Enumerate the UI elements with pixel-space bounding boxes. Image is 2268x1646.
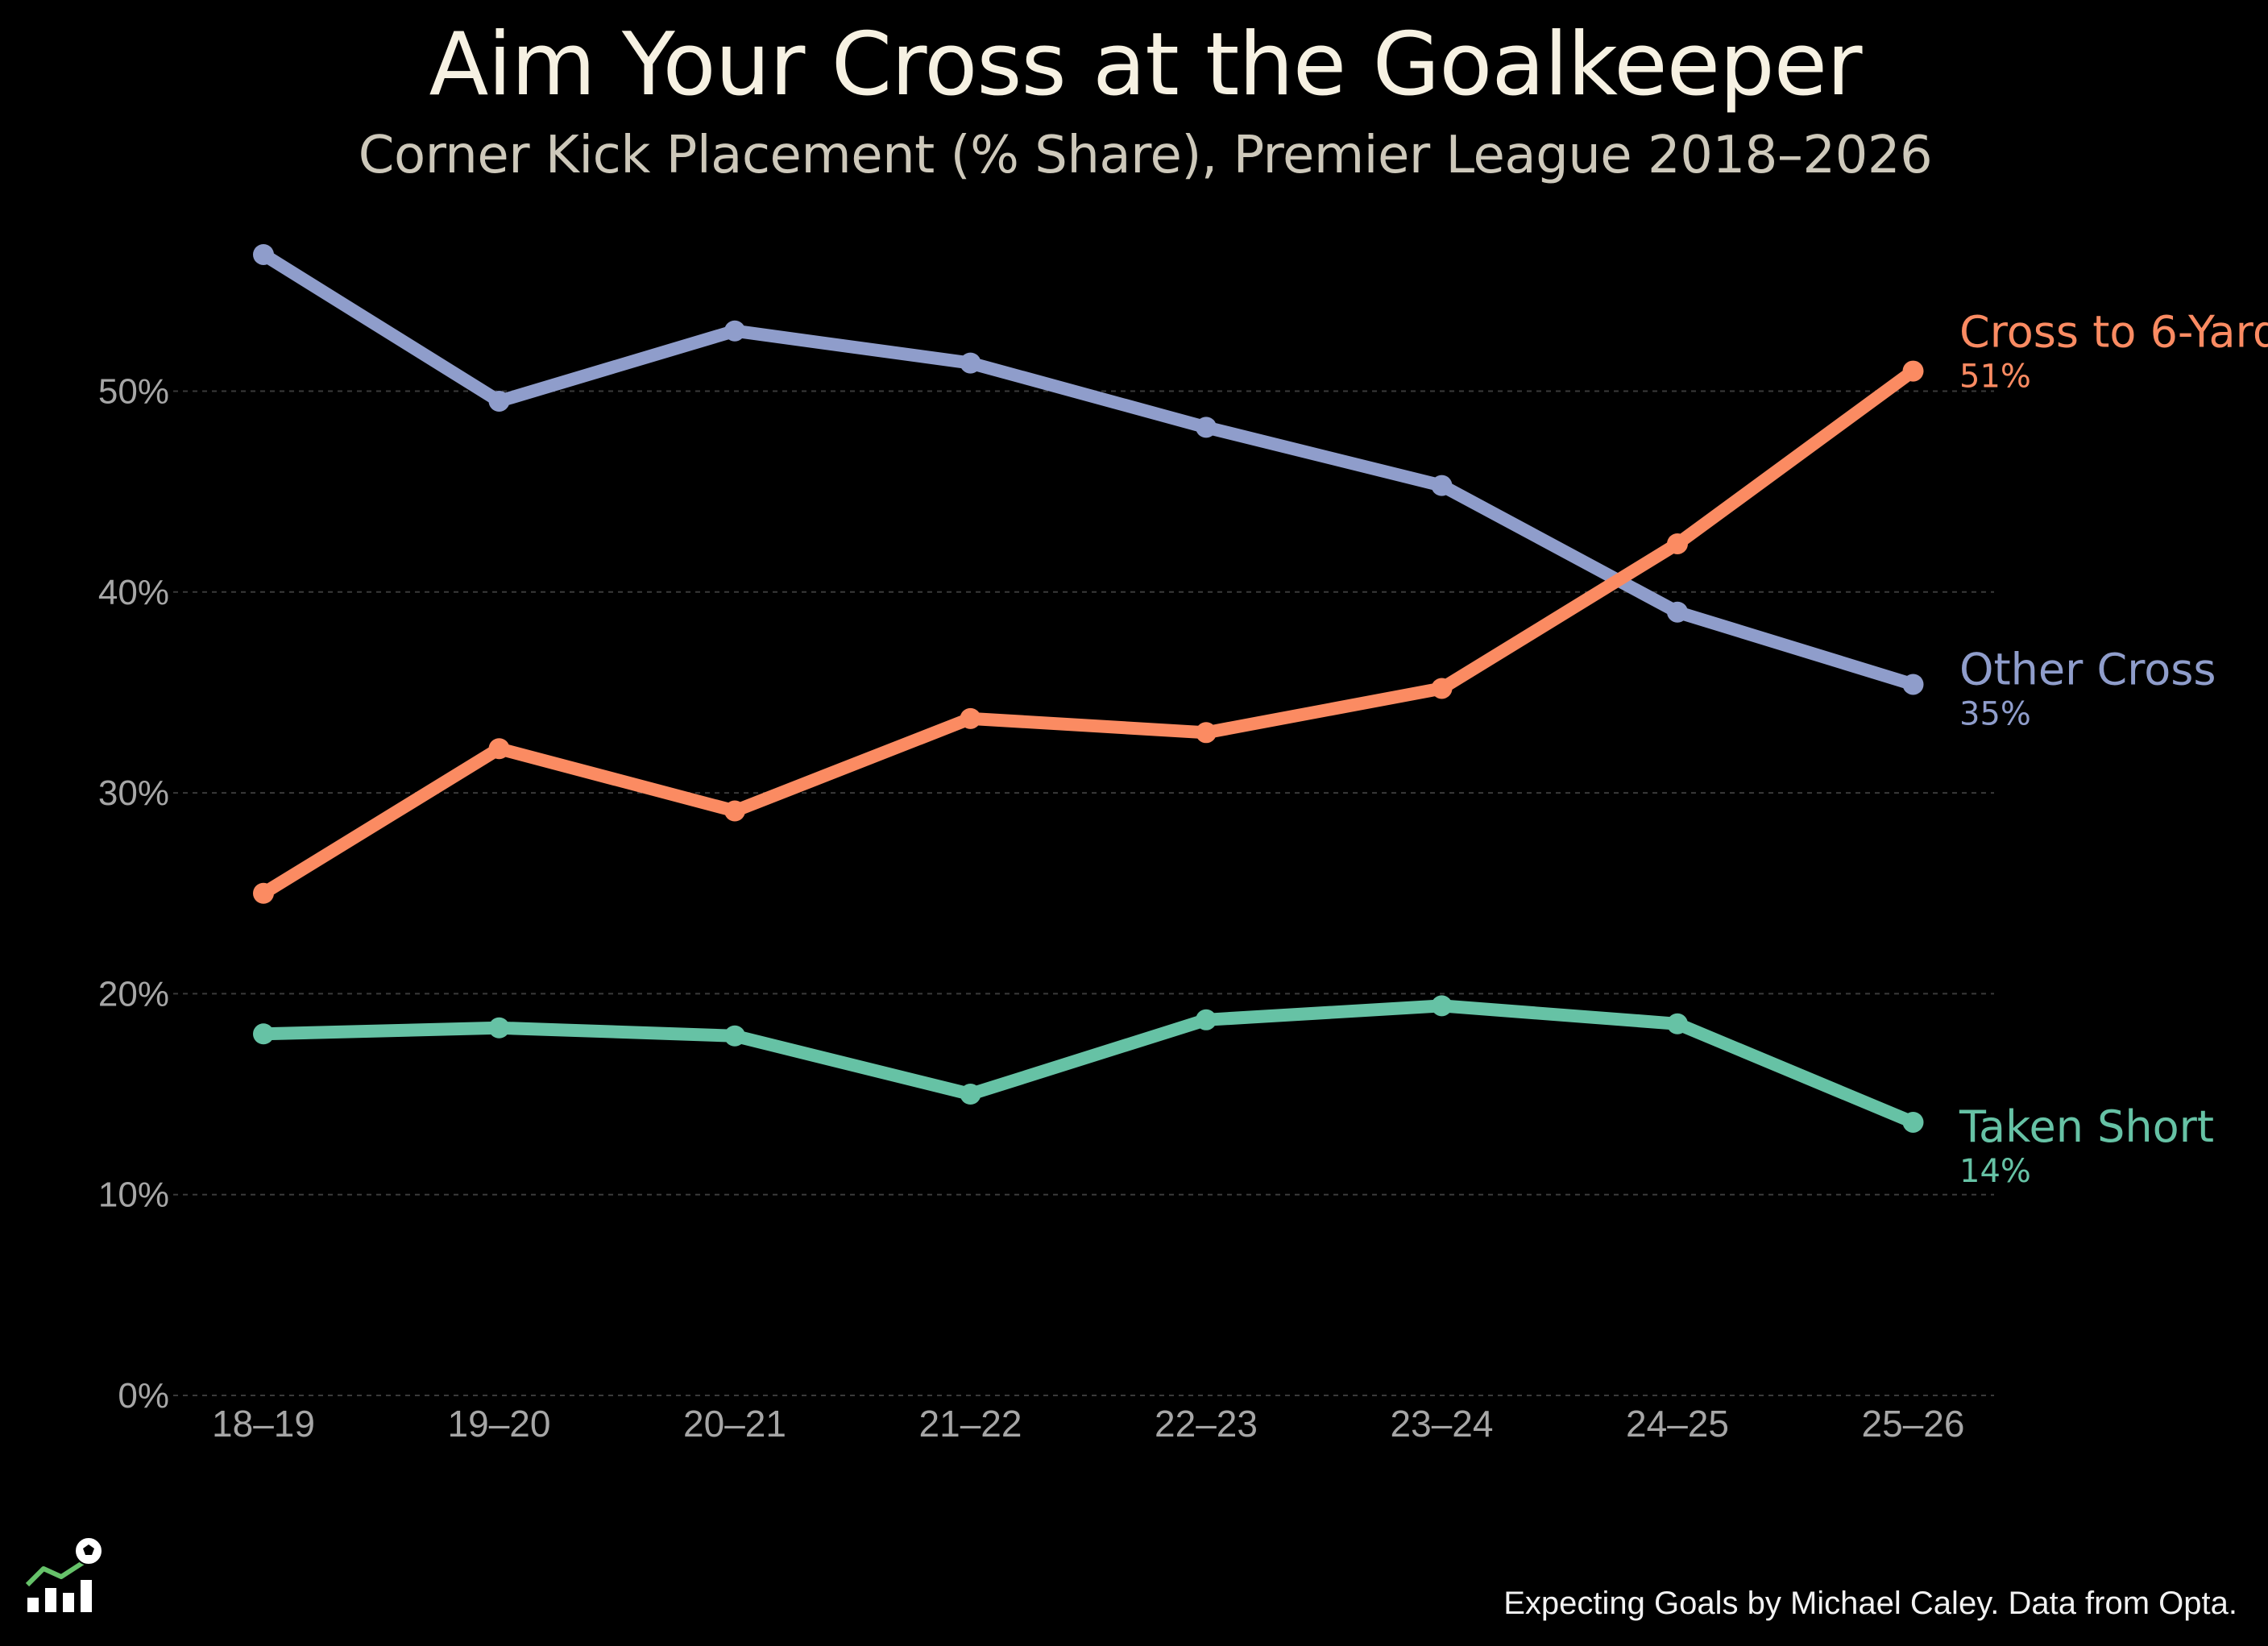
series-line [257, 364, 1920, 900]
data-point [253, 882, 274, 904]
data-point [724, 1025, 745, 1047]
data-point [1196, 1009, 1217, 1030]
data-point [960, 1084, 981, 1105]
data-point [253, 1023, 274, 1045]
x-tick-label: 19–20 [448, 1403, 551, 1445]
y-tick-label: 50% [98, 372, 169, 412]
data-point [1196, 417, 1217, 438]
x-tick-label: 25–26 [1862, 1403, 1965, 1445]
data-point [1431, 995, 1453, 1017]
grid-lines [173, 390, 1994, 1396]
series-value-label: 14% [1959, 1153, 2031, 1190]
x-tick-label: 20–21 [683, 1403, 786, 1445]
series-name-label: Other Cross [1959, 644, 2216, 694]
series-line [257, 247, 1920, 691]
x-tick-label: 18–19 [212, 1403, 315, 1445]
data-point [1902, 674, 1924, 695]
series-name-label: Cross to 6-Yard [1959, 307, 2268, 358]
chart-subtitle: Corner Kick Placement (% Share), Premier… [358, 126, 1933, 185]
x-tick-label: 24–25 [1626, 1403, 1729, 1445]
data-point [1431, 475, 1453, 496]
data-point [1196, 722, 1217, 744]
data-point [960, 352, 981, 374]
y-tick-label: 30% [98, 773, 169, 813]
data-point [1902, 360, 1924, 382]
source-credit: Expecting Goals by Michael Caley. Data f… [1503, 1586, 2237, 1621]
x-tick-label: 22–23 [1155, 1403, 1258, 1445]
y-tick-label: 40% [98, 573, 169, 612]
data-point [724, 800, 745, 822]
chart-title: Aim Your Cross at the Goalkeeper [429, 15, 1862, 115]
data-point [724, 320, 745, 342]
data-point [960, 707, 981, 729]
data-point [1667, 601, 1688, 623]
data-point [488, 390, 510, 412]
x-axis: 18–19 19–20 20–21 21–22 22–23 23–24 24–25 25–26 [212, 1403, 1964, 1445]
y-axis: 0% 10% 20% 30% 40% 50% [98, 372, 169, 1416]
series-lines [253, 243, 1924, 1133]
data-point [1902, 1111, 1924, 1133]
data-point [488, 738, 510, 760]
series-line [257, 999, 1920, 1129]
chart-growth-logo-icon [25, 1536, 103, 1612]
data-point [1667, 1013, 1688, 1034]
data-point [488, 1017, 510, 1039]
data-point [253, 243, 274, 265]
series-value-label: 51% [1959, 359, 2031, 396]
x-tick-label: 23–24 [1391, 1403, 1494, 1445]
y-tick-label: 10% [98, 1175, 169, 1215]
x-tick-label: 21–22 [919, 1403, 1022, 1445]
data-point [1431, 678, 1453, 699]
series-value-label: 35% [1959, 695, 2031, 732]
data-point [1667, 533, 1688, 554]
y-tick-label: 20% [98, 974, 169, 1014]
y-tick-label: 0% [118, 1376, 169, 1416]
series-name-label: Taken Short [1959, 1101, 2214, 1152]
